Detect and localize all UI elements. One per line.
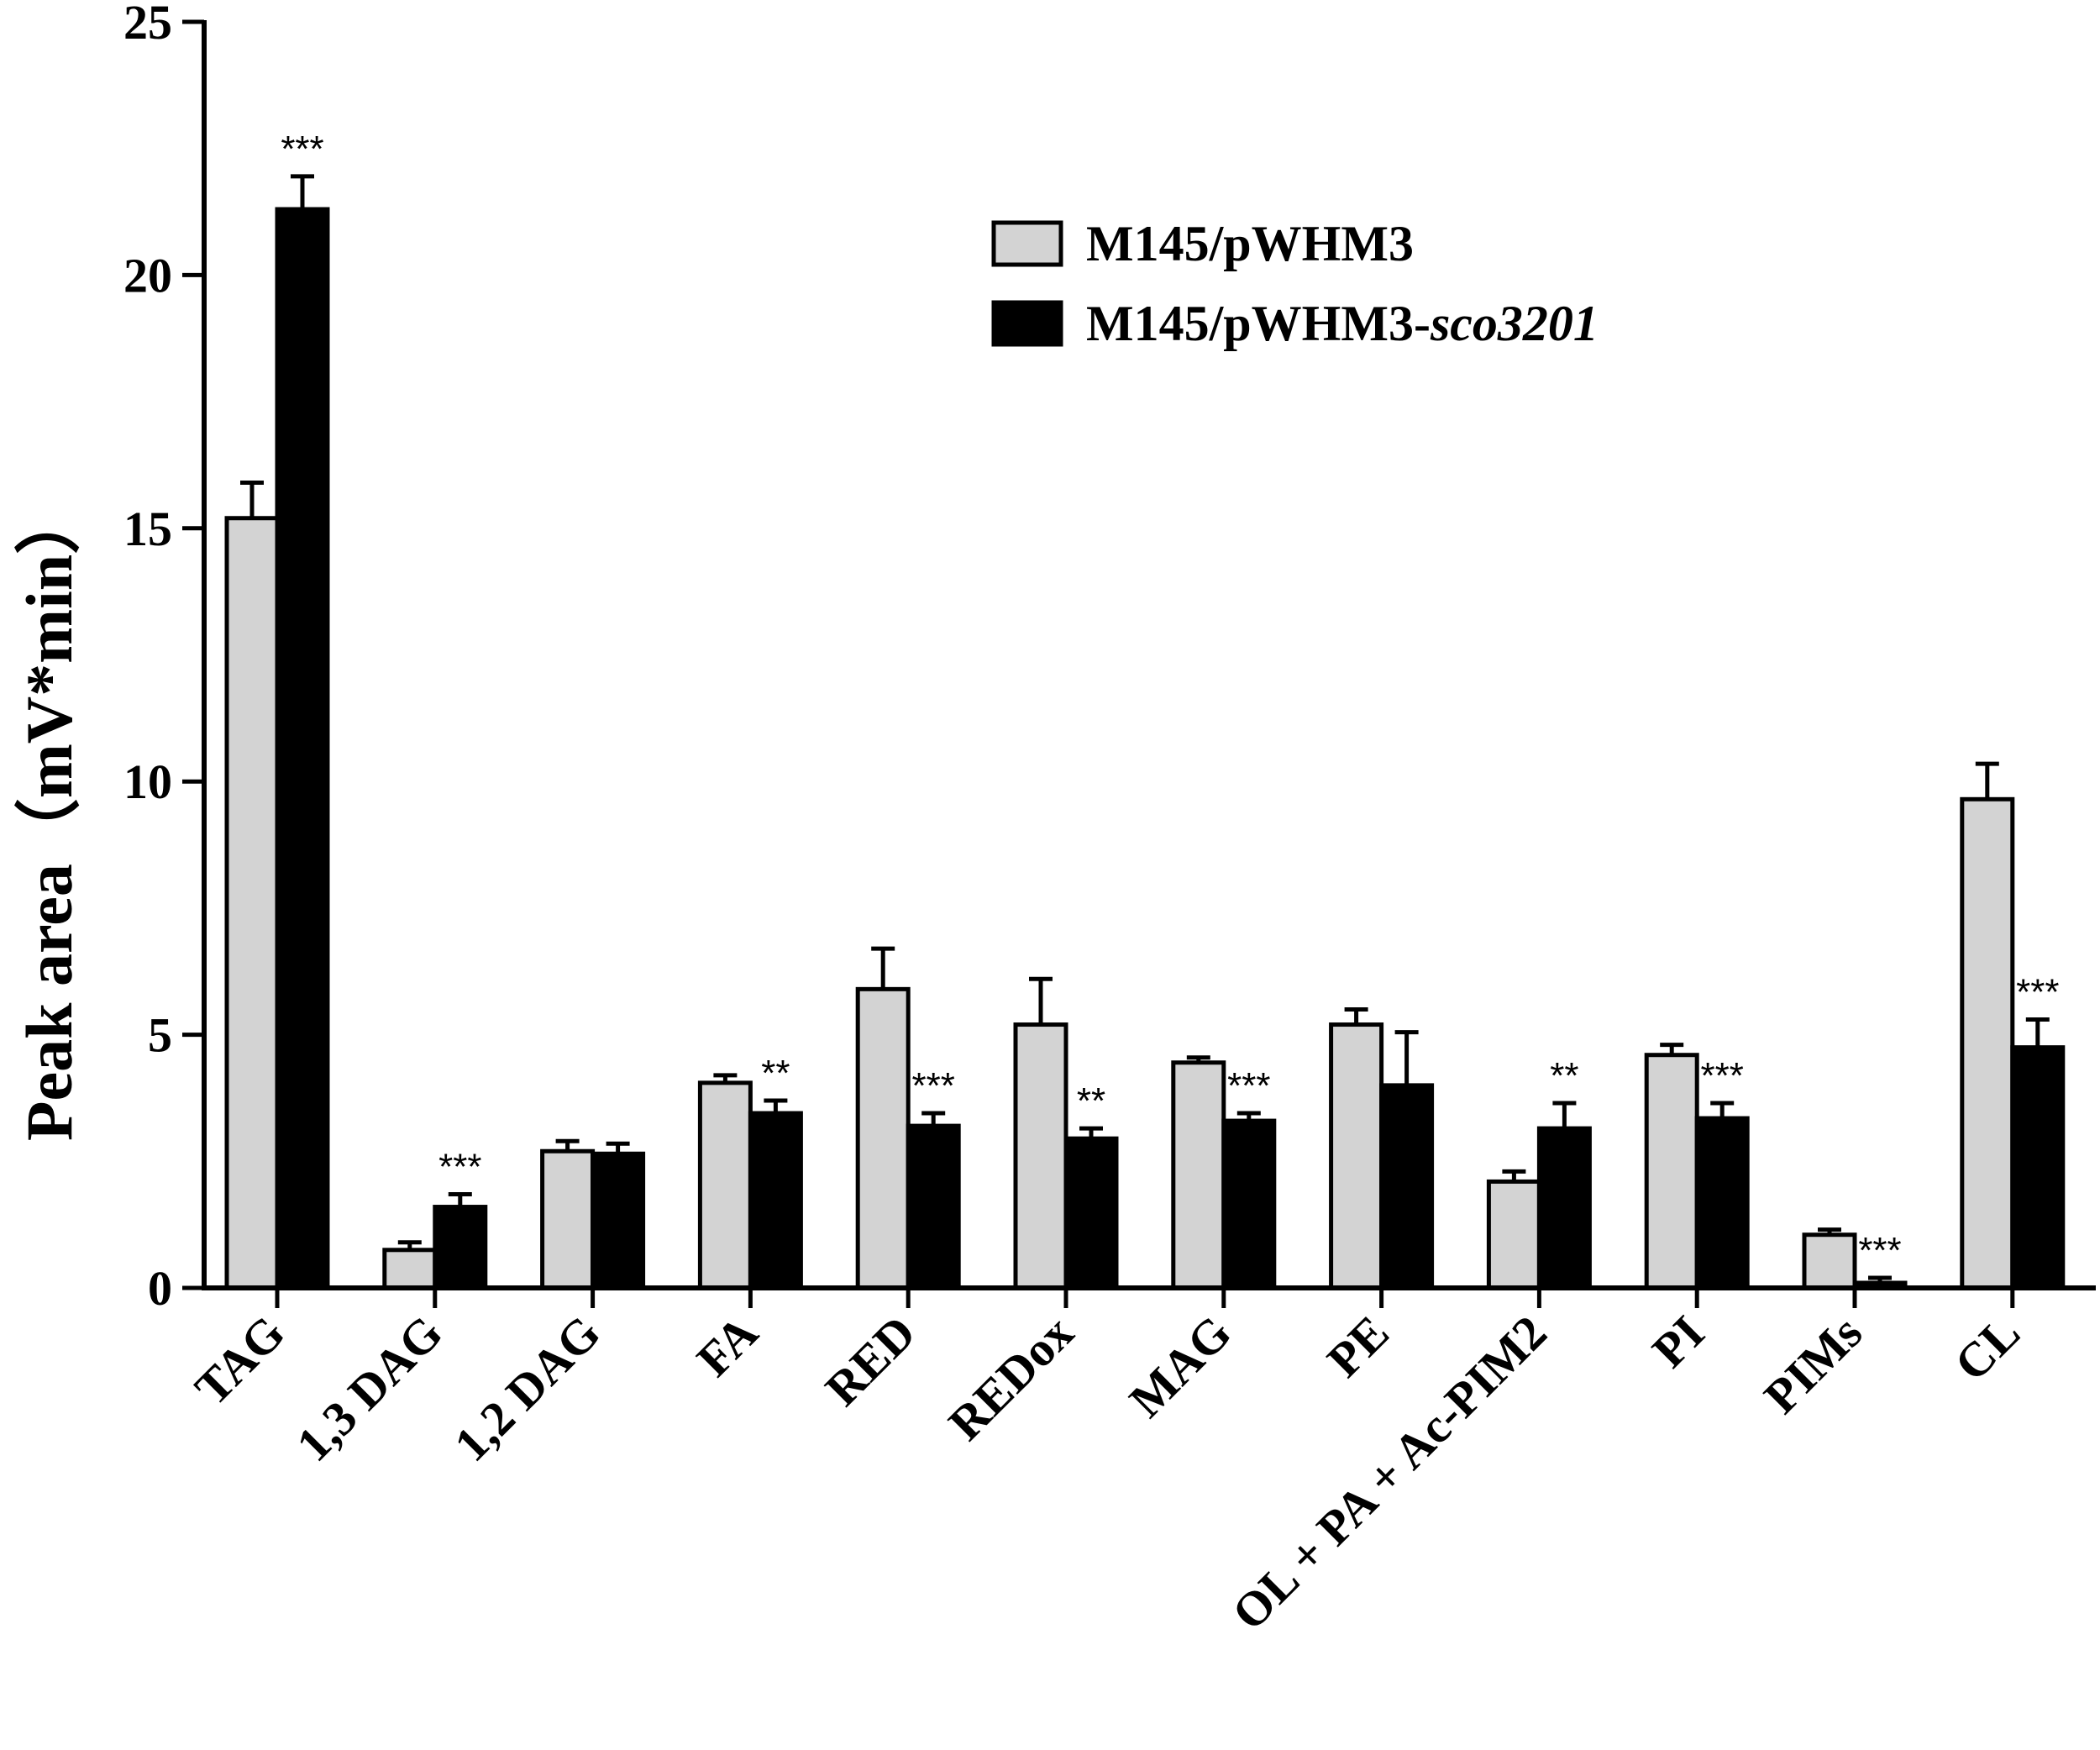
bar <box>591 1151 646 1290</box>
legend-swatch <box>991 300 1063 347</box>
significance-label: *** <box>1858 1230 1901 1271</box>
bar <box>1486 1179 1541 1290</box>
bar <box>1221 1118 1277 1290</box>
x-tick-label: PI <box>1641 1305 1714 1378</box>
bar <box>1802 1232 1857 1290</box>
legend: M145/pWHM3 M145/pWHM3-sco3201 <box>991 216 1599 351</box>
bar <box>1171 1060 1226 1290</box>
x-tick-label: REDox <box>938 1305 1084 1451</box>
significance-label: *** <box>1701 1055 1744 1096</box>
significance-label: *** <box>438 1146 481 1187</box>
significance-label: *** <box>912 1065 955 1106</box>
bar <box>1694 1116 1750 1290</box>
bar <box>697 1080 753 1290</box>
y-tick-label: 20 <box>123 248 172 302</box>
legend-label: M145/pWHM3 <box>1086 216 1414 271</box>
x-tick-label: PE <box>1316 1305 1399 1387</box>
y-tick-label: 15 <box>123 502 172 556</box>
bar <box>275 207 330 1290</box>
x-tick-label: 1,3 DAG <box>286 1305 453 1472</box>
y-tick-label: 10 <box>123 754 172 809</box>
y-tick-label: 5 <box>148 1008 172 1063</box>
legend-label: M145/pWHM3-sco3201 <box>1086 296 1599 351</box>
bar <box>906 1123 961 1290</box>
bar <box>224 516 280 1290</box>
legend-swatch <box>991 220 1063 267</box>
bar <box>1536 1126 1592 1290</box>
y-axis-label: Peak area（mV*min） <box>13 489 86 1141</box>
x-tick-label: FA <box>686 1305 769 1387</box>
bar <box>748 1111 803 1290</box>
bar <box>1960 796 2015 1290</box>
bar <box>1379 1083 1435 1290</box>
x-tick-label: OL + PA + Ac-PIM2 <box>1221 1305 1557 1641</box>
significance-label: ** <box>1550 1055 1578 1096</box>
bar <box>382 1248 438 1290</box>
y-axis: 0 5 10 15 20 25 <box>123 0 207 1316</box>
x-tick-label: 1,2 DAG <box>444 1305 611 1472</box>
y-tick-label: 25 <box>123 0 172 50</box>
bar <box>2010 1045 2066 1290</box>
bar <box>1063 1136 1119 1290</box>
x-tick-label: TAG <box>184 1305 295 1416</box>
x-tick-label: CL <box>1944 1305 2030 1391</box>
bar <box>433 1205 488 1290</box>
x-tick-label: PIMs <box>1754 1305 1873 1424</box>
bar <box>855 986 911 1290</box>
significance-label: *** <box>2016 972 2059 1013</box>
significance-label: *** <box>281 129 323 170</box>
significance-label: *** <box>1227 1065 1270 1106</box>
significance-label: ** <box>1077 1080 1105 1122</box>
bar <box>1329 1022 1384 1290</box>
bar <box>1013 1022 1068 1290</box>
bar <box>540 1148 596 1290</box>
y-tick-label: 0 <box>148 1261 172 1316</box>
x-tick-label: RED <box>815 1305 927 1416</box>
significance-label: ** <box>761 1053 790 1094</box>
bar <box>1644 1053 1699 1290</box>
x-tick-label: MAG <box>1119 1305 1242 1427</box>
